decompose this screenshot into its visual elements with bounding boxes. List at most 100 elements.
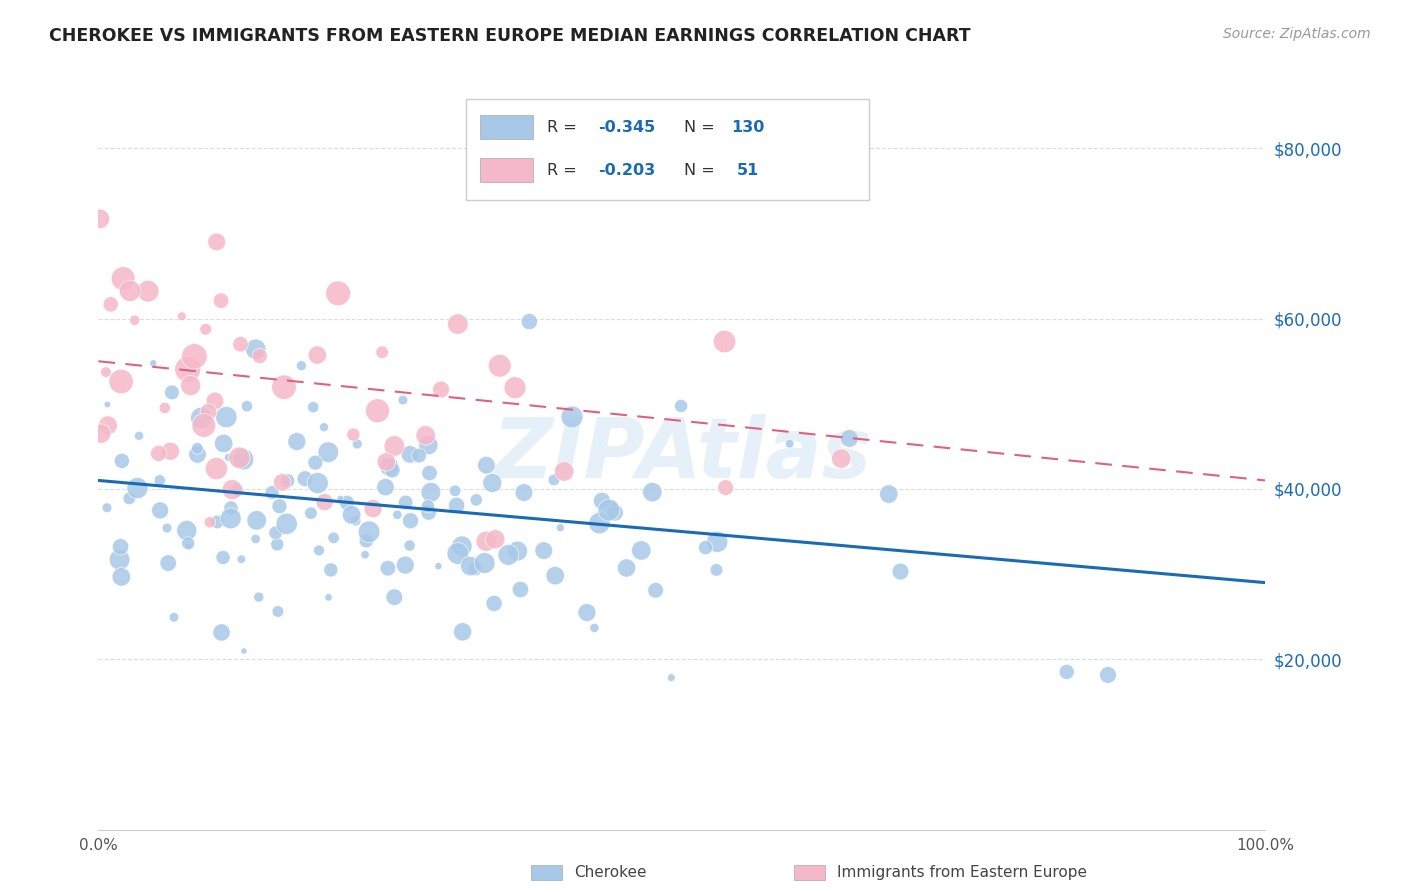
- Point: [447, 547, 470, 561]
- Point: [366, 403, 388, 417]
- Point: [644, 583, 666, 598]
- Point: [394, 558, 416, 572]
- Point: [177, 362, 200, 376]
- Point: [713, 334, 735, 349]
- Point: [375, 455, 398, 469]
- Point: [205, 461, 228, 475]
- Point: [583, 621, 606, 635]
- Point: [211, 625, 233, 640]
- Point: [427, 559, 450, 574]
- Point: [269, 500, 291, 514]
- Point: [603, 506, 626, 520]
- Point: [183, 349, 205, 363]
- Point: [356, 533, 378, 548]
- Point: [503, 381, 526, 395]
- Point: [128, 429, 150, 443]
- Point: [304, 456, 326, 470]
- Text: N =: N =: [685, 120, 720, 135]
- Point: [127, 481, 149, 495]
- Point: [204, 393, 226, 408]
- Point: [482, 596, 505, 610]
- Point: [231, 552, 253, 566]
- Point: [550, 521, 572, 535]
- Point: [481, 475, 503, 490]
- Point: [221, 483, 243, 497]
- Point: [706, 563, 728, 577]
- Point: [170, 310, 193, 324]
- Point: [232, 644, 254, 658]
- Point: [509, 582, 531, 597]
- Point: [588, 516, 610, 530]
- Point: [418, 506, 440, 520]
- Point: [186, 442, 208, 456]
- Point: [97, 418, 120, 433]
- Point: [474, 556, 496, 570]
- Point: [1097, 668, 1119, 682]
- Point: [484, 533, 506, 547]
- Point: [419, 466, 441, 480]
- FancyBboxPatch shape: [479, 115, 533, 139]
- Point: [193, 418, 215, 433]
- Text: N =: N =: [685, 162, 720, 178]
- Point: [447, 317, 470, 331]
- Point: [96, 500, 118, 515]
- Point: [219, 500, 242, 515]
- Point: [319, 563, 342, 577]
- Point: [561, 409, 583, 424]
- Point: [100, 297, 122, 311]
- Point: [838, 432, 860, 446]
- Text: R =: R =: [547, 120, 582, 135]
- Point: [108, 552, 131, 566]
- Text: Immigrants from Eastern Europe: Immigrants from Eastern Europe: [837, 865, 1087, 880]
- Point: [153, 401, 176, 415]
- Point: [110, 570, 132, 584]
- Point: [340, 508, 363, 522]
- Point: [418, 438, 440, 452]
- Point: [219, 511, 242, 525]
- Point: [229, 337, 252, 351]
- Point: [669, 399, 692, 413]
- Point: [346, 437, 368, 451]
- Point: [299, 506, 322, 520]
- Point: [430, 383, 453, 397]
- Point: [110, 540, 132, 554]
- Point: [381, 463, 404, 477]
- Point: [630, 543, 652, 558]
- Point: [110, 375, 132, 389]
- Point: [399, 514, 422, 528]
- Point: [249, 349, 271, 363]
- Text: -0.345: -0.345: [598, 120, 655, 135]
- Point: [399, 447, 422, 461]
- Point: [314, 495, 336, 509]
- Point: [118, 491, 141, 506]
- Point: [209, 293, 232, 308]
- Point: [260, 485, 283, 500]
- Point: [112, 271, 135, 285]
- Point: [266, 537, 288, 551]
- Point: [89, 211, 111, 226]
- Point: [361, 501, 384, 516]
- Point: [276, 516, 298, 531]
- Point: [392, 393, 415, 408]
- Point: [307, 476, 329, 491]
- Point: [387, 508, 409, 522]
- Point: [543, 473, 565, 487]
- Point: [215, 410, 238, 425]
- Point: [506, 544, 529, 558]
- Point: [446, 499, 468, 513]
- Point: [142, 356, 165, 370]
- Point: [322, 531, 344, 545]
- Point: [513, 485, 536, 500]
- Point: [267, 604, 290, 618]
- Point: [236, 399, 259, 413]
- Point: [371, 345, 394, 359]
- Point: [641, 485, 664, 500]
- Point: [519, 315, 541, 329]
- Point: [408, 449, 430, 463]
- Point: [344, 514, 367, 528]
- Point: [94, 365, 117, 379]
- Point: [302, 401, 325, 415]
- Point: [217, 450, 239, 465]
- Point: [247, 590, 270, 604]
- Point: [1056, 665, 1078, 679]
